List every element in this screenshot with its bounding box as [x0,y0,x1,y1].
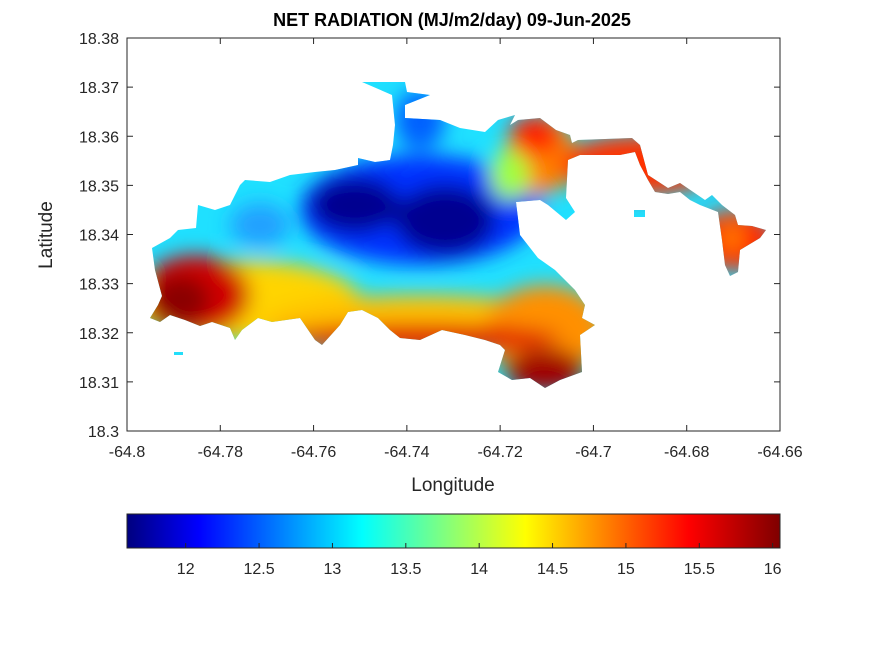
green-northeast [490,150,530,200]
warm-band-east [485,285,605,375]
x-tick-label: -64.7 [575,444,612,461]
cool-core-west [310,177,400,233]
colorbar-tick-label: 15.5 [684,561,715,578]
colorbar-tick-label: 15 [617,561,635,578]
colorbar-tick-label: 12.5 [243,561,274,578]
colorbar-tick-label: 12 [177,561,195,578]
colorbar-tick-label: 13.5 [390,561,421,578]
x-tick-label: -64.76 [291,444,336,461]
y-tick-label: 18.31 [79,375,119,392]
colorbar [126,513,781,549]
y-tick-label: 18.35 [79,178,119,195]
cool-core-east [395,185,495,255]
colorbar-tick-label: 13 [324,561,342,578]
colorbar-ticks: 12 12.5 13 13.5 14 14.5 15 15.5 16 [177,543,782,578]
colorbar-tick-label: 14 [470,561,488,578]
y-tick-label: 18.3 [88,424,119,441]
cool-west-spot [230,203,290,247]
hot-southwest-core [150,275,210,325]
y-axis-label: Latitude [36,201,57,269]
x-tick-label: -64.68 [664,444,709,461]
chart-title: NET RADIATION (MJ/m2/day) 09-Jun-2025 [273,10,631,30]
y-tick-label: 18.37 [79,80,119,97]
y-tick-label: 18.38 [79,31,119,48]
x-tick-label: -64.74 [384,444,429,461]
x-axis-label: Longitude [411,475,494,496]
y-tick-label: 18.32 [79,326,119,343]
x-tick-label: -64.78 [198,444,243,461]
x-tick-label: -64.72 [477,444,522,461]
y-axis: 18.3 18.31 18.32 18.33 18.34 18.35 18.36 18.37 1… [79,31,780,441]
x-axis: -64.8 -64.78 -64.76 -64.74 -64.72 -64.7 -64.68… [109,38,803,461]
x-tick-label: -64.66 [757,444,802,461]
colorbar-tick-label: 16 [764,561,782,578]
colorbar-tick-label: 14.5 [537,561,568,578]
orange-east-tip [720,224,744,252]
y-tick-label: 18.34 [79,228,119,245]
y-tick-label: 18.36 [79,129,119,146]
y-tick-label: 18.33 [79,277,119,294]
x-tick-label: -64.8 [109,444,146,461]
warm-northeast-core [510,115,560,155]
